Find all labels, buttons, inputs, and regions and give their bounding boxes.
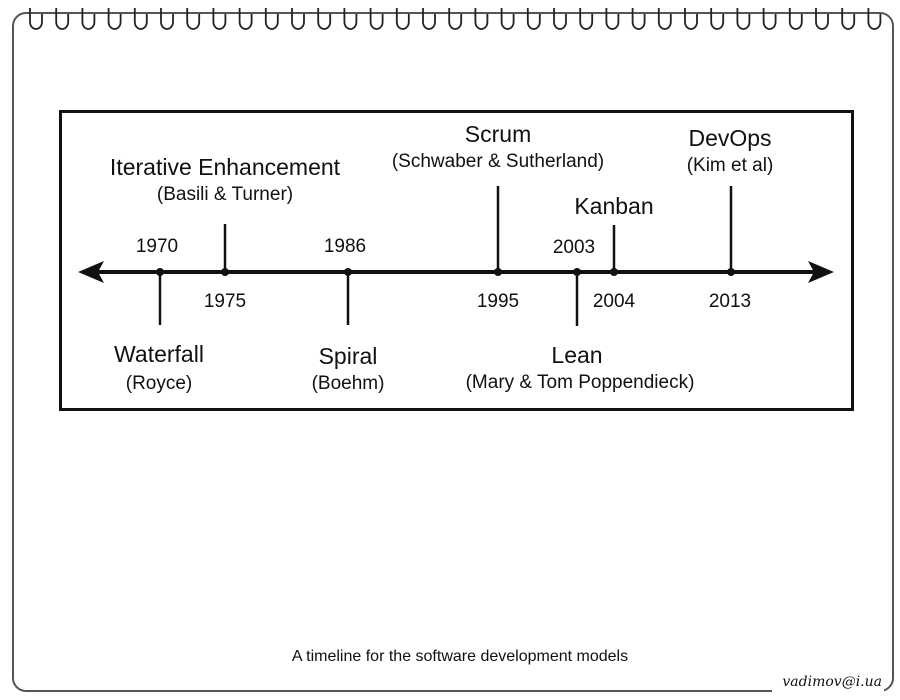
authors-scrum: (Schwaber & Sutherland) [391, 151, 605, 172]
year-scrum: 1995 [476, 291, 520, 312]
year-devops: 2013 [708, 291, 752, 312]
authors-waterfall: (Royce) [125, 373, 193, 394]
title-lean: Lean [551, 342, 603, 368]
authors-lean: (Mary & Tom Poppendieck) [465, 372, 695, 393]
authors-spiral: (Boehm) [311, 373, 385, 394]
timeline-frame [59, 110, 854, 411]
authors-devops: (Kim et al) [686, 155, 774, 176]
author-signature: vadimov@i.ua [772, 673, 884, 692]
title-devops: DevOps [688, 125, 772, 151]
authors-iterative: (Basili & Turner) [156, 184, 294, 205]
title-waterfall: Waterfall [114, 341, 204, 367]
year-spiral: 1986 [323, 236, 367, 257]
year-waterfall: 1970 [135, 236, 179, 257]
title-scrum: Scrum [464, 121, 532, 147]
title-spiral: Spiral [318, 343, 378, 369]
title-kanban: Kanban [574, 193, 654, 219]
figure-caption: A timeline for the software development … [291, 648, 629, 665]
year-kanban: 2004 [592, 291, 636, 312]
title-iterative: Iterative Enhancement [109, 154, 341, 180]
year-iterative: 1975 [203, 291, 247, 312]
year-lean: 2003 [552, 237, 596, 258]
